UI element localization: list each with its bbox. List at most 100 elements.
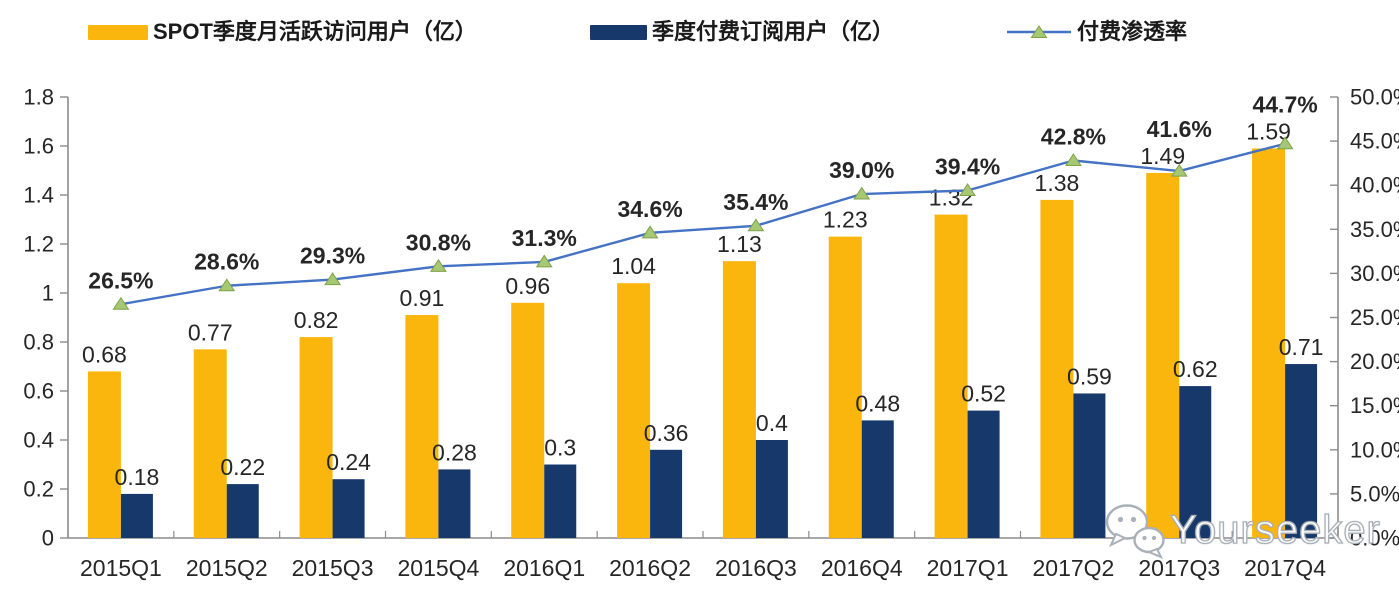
subscriber-bar <box>438 469 471 538</box>
legend-label-mau: SPOT季度月活跃访问用户（亿） <box>153 19 477 44</box>
y-axis-left-tick-label: 1.4 <box>23 183 54 208</box>
mau-bar <box>722 261 756 538</box>
subscriber-value-label: 0.24 <box>326 449 371 475</box>
mau-bar <box>511 302 545 538</box>
subscriber-bar <box>1073 393 1106 538</box>
y-axis-left-tick-label: 0.8 <box>23 330 54 355</box>
y-axis-right-tick-label: 20.0% <box>1350 349 1399 374</box>
legend-swatch-subscribers <box>590 24 647 40</box>
mau-value-label: 0.77 <box>188 319 233 345</box>
mau-value-label: 0.91 <box>400 285 445 311</box>
subscriber-bar <box>861 420 894 538</box>
x-axis-label: 2017Q2 <box>1032 555 1114 581</box>
subscriber-value-label: 0.3 <box>544 435 576 461</box>
mau-bar <box>934 214 968 538</box>
mau-value-label: 1.13 <box>717 231 762 257</box>
penetration-rate-label: 28.6% <box>194 249 259 275</box>
y-axis-left-tick-label: 1.6 <box>23 134 54 159</box>
mau-value-label: 1.38 <box>1035 170 1080 196</box>
y-axis-right-tick-label: 0.0% <box>1350 526 1399 551</box>
penetration-marker <box>324 272 342 286</box>
penetration-rate-label: 35.4% <box>723 189 788 215</box>
subscriber-value-label: 0.48 <box>855 390 900 416</box>
penetration-marker <box>1170 163 1188 177</box>
penetration-rate-label: 30.8% <box>406 229 471 255</box>
wechat-icon <box>1105 504 1165 559</box>
x-axis-label: 2015Q1 <box>80 555 162 581</box>
legend-item-subscribers: 季度付费订阅用户（亿） <box>590 19 894 45</box>
watermark: Yourseeker <box>1104 500 1381 560</box>
penetration-rate-label: 31.3% <box>512 225 577 251</box>
penetration-marker <box>218 278 236 292</box>
y-axis-left-tick-label: 1.8 <box>23 85 54 110</box>
mau-value-label: 1.04 <box>611 253 656 279</box>
penetration-marker <box>1276 136 1294 150</box>
x-axis-label: 2016Q1 <box>503 555 585 581</box>
legend-line-marker-icon <box>1007 25 1071 39</box>
penetration-marker <box>853 186 871 200</box>
y-axis-left-tick-label: 0 <box>42 526 54 551</box>
y-axis-left-tick-label: 0.4 <box>23 428 54 453</box>
x-axis-label: 2015Q2 <box>186 555 268 581</box>
subscriber-bar <box>1285 364 1318 538</box>
mau-bar <box>1252 148 1286 538</box>
x-axis-label: 2016Q2 <box>609 555 691 581</box>
watermark-text: Yourseeker <box>1169 507 1381 552</box>
penetration-marker <box>429 258 447 272</box>
subscriber-bar <box>1179 386 1212 538</box>
penetration-rate-label: 44.7% <box>1252 91 1317 117</box>
subscriber-bar <box>120 493 153 538</box>
x-axis-label: 2015Q4 <box>397 555 479 581</box>
y-axis-left-tick-label: 1 <box>42 281 54 306</box>
subscriber-bar <box>967 410 1000 538</box>
y-axis-left-tick-label: 1.2 <box>23 232 54 257</box>
penetration-marker <box>959 183 977 196</box>
legend-swatch-mau <box>88 24 148 40</box>
penetration-marker <box>112 296 130 310</box>
mau-value-label: 1.23 <box>823 207 868 233</box>
y-axis-left-tick-label: 0.6 <box>23 379 54 404</box>
x-axis-label: 2016Q4 <box>821 555 903 581</box>
mau-bar <box>1040 199 1074 538</box>
subscriber-value-label: 0.28 <box>432 439 477 465</box>
x-axis-label: 2016Q3 <box>715 555 797 581</box>
x-axis-label: 2015Q3 <box>292 555 374 581</box>
mau-value-label: 0.82 <box>294 307 339 333</box>
x-axis-label: 2017Q1 <box>927 555 1009 581</box>
penetration-marker <box>1064 153 1082 167</box>
subscriber-bar <box>650 449 683 538</box>
subscriber-value-label: 0.22 <box>220 454 265 480</box>
subscriber-bar <box>226 484 259 538</box>
mau-bar <box>617 283 651 538</box>
subscriber-value-label: 0.52 <box>961 381 1006 407</box>
legend-item-mau: SPOT季度月活跃访问用户（亿） <box>88 19 477 45</box>
penetration-marker <box>747 218 765 232</box>
subscriber-value-label: 0.59 <box>1067 363 1112 389</box>
penetration-rate-label: 26.5% <box>88 267 153 293</box>
x-axis-label: 2017Q3 <box>1138 555 1220 581</box>
y-axis-right-tick-label: 15.0% <box>1350 393 1399 418</box>
subscriber-bar <box>544 464 577 538</box>
penetration-rate-label: 41.6% <box>1147 116 1212 142</box>
subscriber-bar <box>332 479 365 538</box>
subscriber-value-label: 0.18 <box>115 464 160 490</box>
mau-value-label: 0.68 <box>82 341 127 367</box>
mau-bar <box>405 315 439 538</box>
legend-item-penetration: 付费渗透率 <box>1006 19 1187 45</box>
penetration-rate-label: 39.0% <box>829 157 894 183</box>
penetration-rate-label: 39.4% <box>935 153 1000 179</box>
mau-bar <box>299 337 333 538</box>
subscriber-value-label: 0.36 <box>644 420 689 446</box>
y-axis-right-tick-label: 40.0% <box>1350 173 1399 198</box>
penetration-line <box>120 142 1286 306</box>
y-axis-right-tick-label: 50.0% <box>1350 85 1399 110</box>
penetration-rate-label: 42.8% <box>1041 124 1106 150</box>
y-axis-left-tick-label: 0.2 <box>23 477 54 502</box>
mau-value-label: 1.49 <box>1140 143 1185 169</box>
mau-value-label: 0.96 <box>505 273 550 299</box>
penetration-rate-label: 34.6% <box>617 196 682 222</box>
y-axis-right-tick-label: 45.0% <box>1350 129 1399 154</box>
y-axis-right-tick-label: 5.0% <box>1350 481 1399 506</box>
